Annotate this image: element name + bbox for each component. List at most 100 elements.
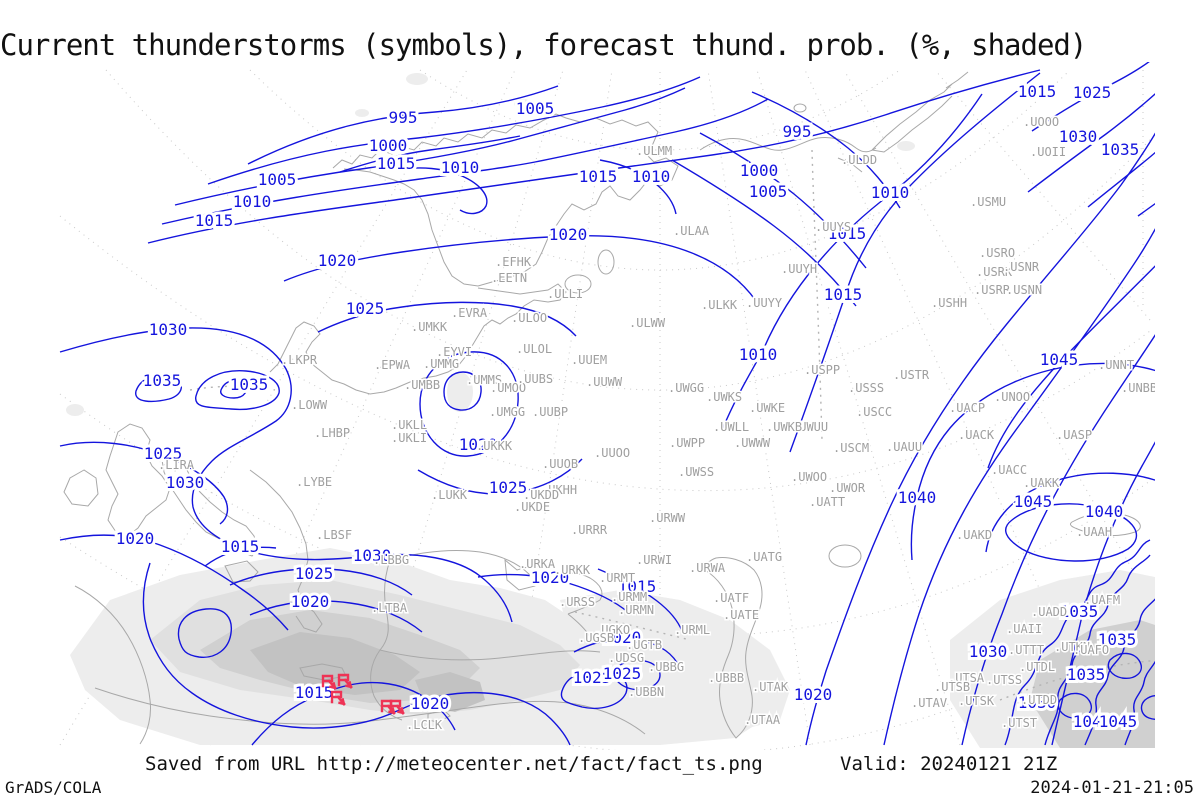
station-id-label: .UWPP (669, 436, 705, 450)
station-id-label: .EYVI (436, 345, 472, 359)
station-id-label: .URKA (519, 557, 556, 571)
isobar-label: 1005 (258, 170, 297, 189)
isobar-label: 1000 (369, 136, 408, 155)
station-id-label: .LCLK (406, 718, 443, 732)
station-id-label: .UBBB (708, 671, 744, 685)
isobar-label: 995 (783, 122, 812, 141)
isobar-label: 1015 (618, 577, 657, 596)
station-id-label: .UWGG (668, 381, 704, 395)
station-id-label: .UTDD (1021, 693, 1057, 707)
station-id-label: .URML (674, 623, 710, 637)
station-id-label: .UUWW (586, 375, 623, 389)
station-id-label: .URMT (599, 571, 635, 585)
station-id-label: .USSS (848, 381, 884, 395)
station-id-label: .UASP (1056, 428, 1092, 442)
station-id-label: .UNNT (1098, 358, 1134, 372)
station-id-label: .URWA (689, 561, 726, 575)
station-id-label: .LUKK (431, 488, 468, 502)
isobar-label: 995 (389, 108, 418, 127)
station-id-label: .UWUU (792, 420, 828, 434)
station-id-label: .URWW (649, 511, 686, 525)
station-id-label: .UTSB (934, 680, 970, 694)
station-id-label: .URMM (611, 590, 647, 604)
station-id-label: .UOII (1030, 145, 1066, 159)
station-id-label: .UMGG (489, 405, 525, 419)
isobar-label: 1035 (230, 375, 269, 394)
isobar-label: 1020 (531, 568, 570, 587)
station-id-label: .USRR (974, 283, 1011, 297)
station-id-label: .ULOL (516, 342, 552, 356)
isobar-label: 1030 (1059, 127, 1098, 146)
isobar-label: 1015 (377, 154, 416, 173)
station-id-label: .LBBG (373, 553, 409, 567)
station-id-label: .USPP (804, 363, 840, 377)
station-id-label: .UTSK (958, 694, 995, 708)
station-id-label: .URWI (636, 553, 672, 567)
isobar-label: 1035 (1098, 630, 1137, 649)
station-id-label: .EVRA (451, 306, 488, 320)
isobar-label: 1005 (749, 182, 788, 201)
station-id-label: .USNR (1003, 260, 1040, 274)
isobar-label: 1005 (516, 99, 555, 118)
station-id-label: .UUBP (532, 405, 568, 419)
station-id-label: .UWSS (678, 465, 714, 479)
station-id-label: .EETN (491, 271, 527, 285)
station-id-label: .UUOO (594, 446, 630, 460)
isobar-label: 1015 (195, 211, 234, 230)
station-id-label: .UMKK (411, 320, 448, 334)
isobar-label: 1020 (603, 628, 642, 647)
station-id-label: .UUYH (781, 262, 817, 276)
station-id-label: .UAAH (1076, 525, 1112, 539)
station-id-label: .UUEM (571, 353, 607, 367)
station-id-label: .ULLI (547, 287, 583, 301)
isobar-label: 1020 (549, 225, 588, 244)
station-id-label: .UTKN (1054, 640, 1090, 654)
station-id-label: .UTSS (986, 673, 1022, 687)
station-id-label: .UTAA (744, 713, 781, 727)
station-id-label: .ULKK (701, 298, 738, 312)
isobar-label: 1035 (1060, 602, 1099, 621)
station-id-label: .UBBN (628, 685, 664, 699)
isobar-contours (59, 62, 1155, 746)
isobar-label: 1045 (1040, 350, 1079, 369)
isobar-label: 1025 (489, 478, 528, 497)
station-id-label: .UNOO (994, 390, 1030, 404)
station-id-label: .UAUU (886, 440, 922, 454)
isobar-label: 1045 (1014, 492, 1053, 511)
isobar-label: 1025 (346, 299, 385, 318)
probability-shading (66, 73, 1155, 748)
isobar-label: 1020 (291, 592, 330, 611)
station-id-label: .EPWA (374, 358, 411, 372)
isobar-label: 1020 (459, 435, 498, 454)
isobar-label: 1045 (1099, 712, 1138, 731)
isobar-label: 1010 (233, 192, 272, 211)
isobar-label: 1020 (794, 685, 833, 704)
station-id-label: .UAFO (1073, 643, 1109, 657)
station-id-label: .UMBB (404, 378, 440, 392)
station-id-label: .UMMG (423, 357, 459, 371)
station-labels: .ULMM .ULAA .ULDD .UUYS .UUYH .UOOO .UOII .USMU… (157, 114, 1156, 734)
station-id-label: .UAKK (1023, 476, 1060, 490)
isobar-label: 1030 (149, 320, 188, 339)
station-id-label: .USRK (976, 265, 1013, 279)
station-id-label: .UMOO (490, 381, 526, 395)
station-id-label: .UTTT (1008, 643, 1044, 657)
station-id-label: .USTR (893, 368, 930, 382)
station-id-label: .LOWW (291, 398, 328, 412)
station-id-label: .UATG (746, 550, 782, 564)
station-id-label: .UTDL (1019, 660, 1055, 674)
page-title: Current thunderstorms (symbols), forecas… (0, 28, 1087, 62)
station-id-label: .ULOO (511, 311, 547, 325)
isobar-label: 1000 (740, 161, 779, 180)
isobar-label: 1025 (144, 444, 183, 463)
station-id-label: .UMMS (466, 373, 502, 387)
station-id-label: .UACC (991, 463, 1027, 477)
station-id-label: .URRR (571, 523, 608, 537)
station-id-label: .ULDD (841, 153, 877, 167)
station-id-label: .UKKK (476, 439, 513, 453)
isobar-label: 1030 (1018, 693, 1057, 712)
station-id-label: .LHBP (314, 426, 350, 440)
isobar-label: 1025 (1073, 83, 1112, 102)
isobar-label: 1040 (1085, 502, 1124, 521)
isobar-label: 1010 (871, 183, 910, 202)
